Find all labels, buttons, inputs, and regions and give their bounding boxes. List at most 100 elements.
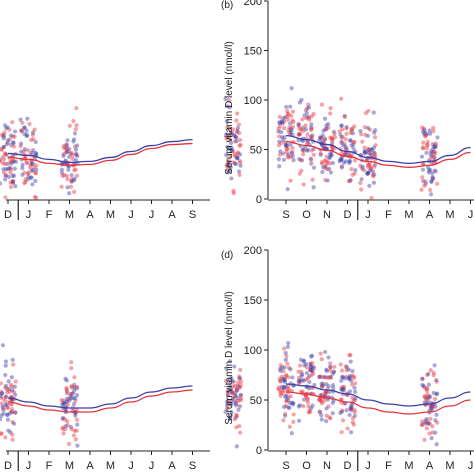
scatter-point [320,374,325,380]
scatter-point [65,419,70,424]
scatter-point [74,173,80,178]
scatter-point [304,371,310,376]
scatter-point [332,135,338,140]
scatter-point [226,98,232,103]
scatter-point [301,152,306,157]
scatter-point [283,143,288,148]
scatter-point [75,384,80,389]
scatter-point [339,385,344,390]
scatter-point [229,389,234,394]
scatter-point [230,396,236,402]
scatter-point [10,419,15,425]
scatter-point [227,168,232,174]
scatter-point [278,363,283,368]
scatter-point [434,392,439,397]
scatter-point [424,386,429,391]
scatter-point [279,140,284,146]
scatter-point [282,384,287,389]
scatter-point [282,377,287,382]
x-tick-label: J [468,460,474,472]
scatter-point [68,391,73,397]
scatter-point [229,176,234,181]
scatter-point [296,132,302,137]
scatter-point [72,176,77,181]
scatter-point [348,178,353,183]
scatter-point [353,396,358,401]
panel-d: (d) 0 50 100 150 200 Serum vitamin D level (nm… [221,245,474,472]
scatter-point [33,150,38,156]
scatter-point [64,396,69,401]
scatter-point [349,167,354,172]
scatter-point [320,381,325,386]
scatter-point [340,387,345,393]
scatter-point [22,132,27,137]
scatter-point [227,134,232,139]
scatter-point [5,161,10,166]
scatter-point [365,133,370,138]
scatter-point [328,111,333,116]
scatter-point [13,410,18,415]
scatter-point [18,117,23,122]
scatter-point [286,383,291,389]
scatter-point [34,195,39,200]
scatter-point [296,132,302,137]
scatter-point [365,171,371,176]
scatter-point [1,407,6,412]
scatter-point [73,396,78,401]
scatter-point [428,152,433,157]
scatter-point [362,145,367,150]
scatter-point [305,114,311,120]
scatter-point [281,418,286,423]
scatter-point [345,426,350,431]
scatter-point [297,156,302,162]
scatter-point [289,86,294,91]
scatter-point [420,129,426,135]
scatter-point [25,160,30,166]
scatter-point [0,431,4,436]
scatter-point [370,172,375,177]
scatter-point [352,124,357,129]
panel-b: (b) 0 50 100 150 200 Serum vitamin D level (nm… [221,0,474,221]
scatter-point [21,149,26,154]
scatter-point [27,121,32,127]
scatter-point [60,425,65,430]
y-tick-label: 200 [244,245,262,257]
scatter-point [284,373,289,378]
scatter-point [429,407,435,412]
seasonal-curve-1 [285,134,471,165]
scatter-point [352,385,357,390]
scatter-point [73,158,78,163]
scatter-point [351,422,356,427]
scatter-point [420,145,425,150]
scatter-point [288,154,293,159]
scatter-point [13,410,18,415]
scatter-point [228,413,234,418]
scatter-point [289,150,294,156]
scatter-point [306,386,312,391]
scatter-point [301,358,307,363]
scatter-point [0,147,5,152]
scatter-point [285,117,291,122]
scatter-point [280,391,285,396]
scatter-point [284,354,289,359]
x-tick-label: S [189,460,196,472]
scatter-point [362,125,368,130]
scatter-point [344,368,349,373]
scatter-point [305,141,310,146]
scatter-point [232,139,237,144]
scatter-point [308,364,314,370]
scatter-point [365,170,370,176]
scatter-point [69,427,74,432]
scatter-point [28,162,33,167]
scatter-point [349,143,354,148]
scatter-point [431,154,436,159]
scatter-point [327,151,333,157]
scatter-point [300,117,305,122]
scatter-point [237,423,242,429]
scatter-point [281,378,287,383]
y-tick-label: 0 [256,445,262,457]
scatter-point [310,177,315,182]
scatter-point [291,401,296,406]
scatter-point [13,129,18,134]
scatter-point [420,376,425,381]
